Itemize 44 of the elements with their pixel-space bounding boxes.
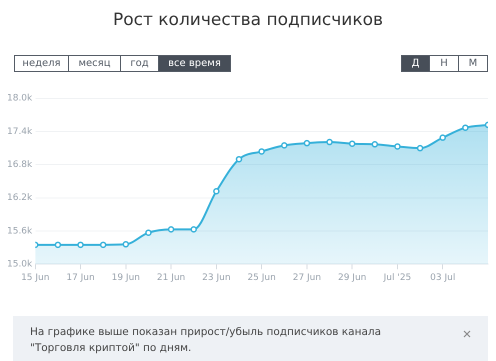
text: все время xyxy=(159,55,231,72)
point xyxy=(372,141,378,148)
text: месяц xyxy=(69,55,121,72)
point xyxy=(236,156,242,162)
point xyxy=(326,138,333,146)
y-tick-label: 16.8k xyxy=(6,160,34,170)
point xyxy=(168,226,174,233)
point xyxy=(348,140,356,147)
x-tick-label: 27 Jun xyxy=(292,272,322,283)
x-tick-label: 03 Jul xyxy=(430,272,456,283)
point xyxy=(100,242,106,248)
text: Н xyxy=(430,55,459,72)
x-tick-label: 29 Jun xyxy=(338,272,366,283)
point xyxy=(54,242,62,248)
text: неделя xyxy=(14,55,69,72)
y-tick-label: 17.4k xyxy=(6,126,34,137)
x-tick-label: 15 Jun xyxy=(21,272,50,283)
x-tick-label: 21 Jun xyxy=(156,272,186,283)
text: Д xyxy=(401,55,430,72)
point xyxy=(304,140,310,146)
y-tick-label: 15.0k xyxy=(6,260,34,270)
chart-title: Рост количества подписчиков xyxy=(112,10,384,30)
x-tick-label: 25 Jun xyxy=(247,272,276,283)
point xyxy=(122,241,130,248)
point xyxy=(281,142,288,149)
point xyxy=(258,148,265,155)
y-tick-label: 16.2k xyxy=(6,193,34,204)
x-tick-label: 17 Jun xyxy=(66,272,95,283)
x-tick-label: Jul '25 xyxy=(382,272,412,283)
point xyxy=(145,229,152,236)
point xyxy=(416,144,424,152)
y-tick-label: 18.0k xyxy=(6,94,34,104)
point xyxy=(394,143,401,150)
y-tick-label: 15.6k xyxy=(6,226,34,236)
x-tick-label: 19 Jun xyxy=(112,272,140,283)
x-tick-label: 23 Jun xyxy=(202,272,231,283)
text: М xyxy=(459,55,488,72)
text: год xyxy=(121,55,159,72)
point xyxy=(213,188,220,194)
point xyxy=(190,226,197,233)
text: На графике выше показан прирост/убыль подписчиков канала "Торговля криптой" по дням. xyxy=(30,326,382,354)
point xyxy=(439,134,446,141)
point xyxy=(77,242,84,248)
point xyxy=(462,124,469,131)
